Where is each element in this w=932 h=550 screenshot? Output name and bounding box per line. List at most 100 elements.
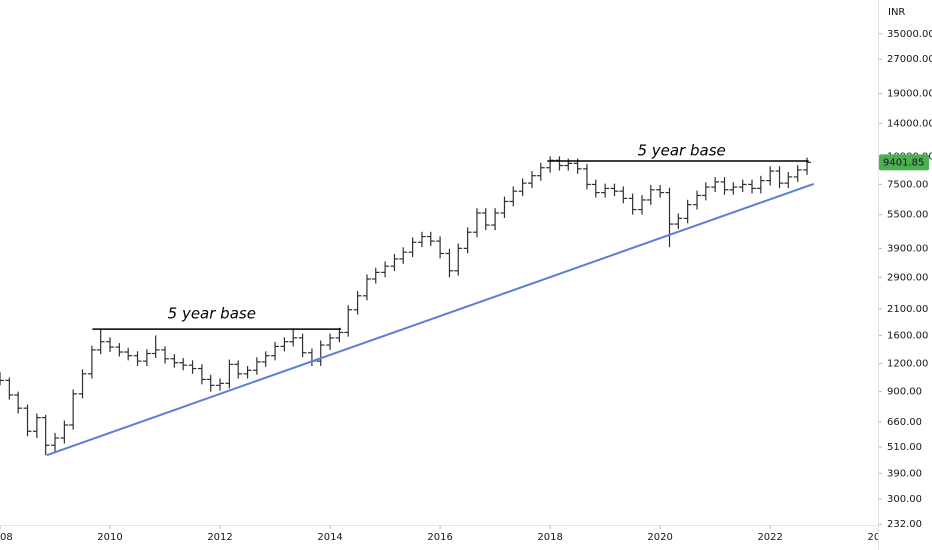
ohlc-bar <box>5 377 14 400</box>
x-tick-label: 2024 <box>867 532 892 543</box>
y-axis-label: INR <box>888 7 905 18</box>
y-tick-label: 14000.00 <box>887 118 932 129</box>
x-tick-label: 2014 <box>317 532 342 543</box>
ohlc-bar <box>363 274 371 301</box>
ohlc-bar <box>133 351 142 367</box>
annotation: 5 year base <box>637 141 725 159</box>
ohlc-bar <box>399 247 408 264</box>
ohlc-bar <box>243 366 252 379</box>
ohlc-bar <box>353 291 362 315</box>
ohlc-bar <box>179 358 188 371</box>
y-tick-label: 5500.00 <box>887 210 928 221</box>
ohlc-bar <box>326 333 335 350</box>
drawn-line <box>46 182 814 457</box>
ohlc-bar <box>583 164 591 190</box>
y-tick-label: 2100.00 <box>887 304 928 315</box>
ohlc-bar <box>646 184 655 205</box>
y-tick-label: 3900.00 <box>887 243 928 254</box>
ohlc-bar <box>445 248 454 278</box>
plot-area <box>0 156 814 457</box>
ohlc-bar <box>408 237 417 257</box>
ohlc-bar <box>436 236 445 259</box>
ohlc-bar <box>500 196 509 218</box>
ohlc-bar <box>234 360 243 379</box>
ohlc-bar <box>197 364 206 385</box>
ohlc-bar <box>610 183 619 197</box>
y-axis: 232.00 300.00 390.00 510.00 660.00 900.00 1200… <box>878 29 932 530</box>
ohlc-bar <box>738 179 747 193</box>
annotation: 5 year base <box>168 305 256 323</box>
ohlc-bar <box>518 178 527 197</box>
ohlc-bar <box>756 175 765 194</box>
ohlc-bar <box>601 183 610 198</box>
y-tick-label: 7500.00 <box>887 179 928 190</box>
y-tick-label: 232.00 <box>887 519 922 530</box>
last-price-label: 9401.85 <box>883 157 924 168</box>
last-price-badge <box>879 154 929 171</box>
ohlc-bar <box>628 193 637 215</box>
ohlc-bar <box>280 337 289 352</box>
ohlc-bar <box>96 329 105 355</box>
ohlc-bar <box>289 328 298 347</box>
y-tick-label: 1200.00 <box>887 359 928 370</box>
ohlc-bar <box>216 378 224 391</box>
ohlc-bar <box>371 267 380 284</box>
y-tick-label: 19000.00 <box>887 89 932 100</box>
y-tick-label: 510.00 <box>887 442 922 453</box>
x-tick-label: 2018 <box>537 532 562 543</box>
ohlc-bar <box>115 343 124 357</box>
ohlc-bar <box>665 187 674 248</box>
ohlc-bar <box>426 231 435 247</box>
ohlc-bar <box>51 432 59 454</box>
ohlc-bar <box>298 333 307 358</box>
ohlc-bar <box>381 261 390 278</box>
ohlc-bar <box>0 372 4 386</box>
ohlc-bar <box>536 162 545 181</box>
ohlc-bar <box>78 369 87 399</box>
x-tick-label: 2008 <box>0 532 13 543</box>
y-tick-label: 660.00 <box>887 417 922 428</box>
ohlc-bar <box>711 177 720 193</box>
ohlc-bar <box>729 182 738 195</box>
ohlc-bar <box>674 213 683 230</box>
ohlc-bar <box>106 337 114 353</box>
ohlc-bar <box>87 345 96 379</box>
y-tick-label: 300.00 <box>887 494 922 505</box>
ohlc-bar <box>528 170 536 189</box>
x-tick-label: 2012 <box>207 532 232 543</box>
ohlc-bar <box>775 166 784 189</box>
ohlc-bar <box>463 227 472 254</box>
ohlc-bar <box>142 349 151 367</box>
x-tick-label: 2010 <box>97 532 122 543</box>
ohlc-bar <box>14 391 23 414</box>
ohlc-bar <box>271 341 279 361</box>
ohlc-bar <box>591 179 600 198</box>
ohlc-bar <box>793 165 802 182</box>
ohlc-bar <box>390 254 399 272</box>
ohlc-bar <box>188 360 197 374</box>
ohlc-bar <box>124 347 133 361</box>
ohlc-bar <box>701 182 710 201</box>
ohlc-bar <box>151 335 160 359</box>
x-tick-label: 2016 <box>427 532 452 543</box>
y-tick-label: 390.00 <box>887 468 922 479</box>
x-axis: 2008 2010 2012 2014 2016 2018 2020 2022 2024 <box>0 525 892 543</box>
y-tick-label: 27000.00 <box>887 54 932 65</box>
ohlc-bar <box>225 359 234 389</box>
ohlc-bar <box>170 354 179 368</box>
ohlc-bar <box>261 351 270 367</box>
ohlc-bar <box>252 357 261 375</box>
ohlc-bar <box>344 305 353 337</box>
x-tick-label: 2020 <box>647 532 672 543</box>
y-tick-label: 1600.00 <box>887 330 928 341</box>
ohlc-bar <box>693 190 701 210</box>
ohlc-bar <box>481 208 490 231</box>
ohlc-bar <box>161 346 169 364</box>
ohlc-bar <box>316 340 325 367</box>
ohlc-bar <box>454 243 463 276</box>
ohlc-bar <box>748 179 756 194</box>
ohlc-bar <box>206 374 215 392</box>
y-tick-label: 900.00 <box>887 387 922 398</box>
